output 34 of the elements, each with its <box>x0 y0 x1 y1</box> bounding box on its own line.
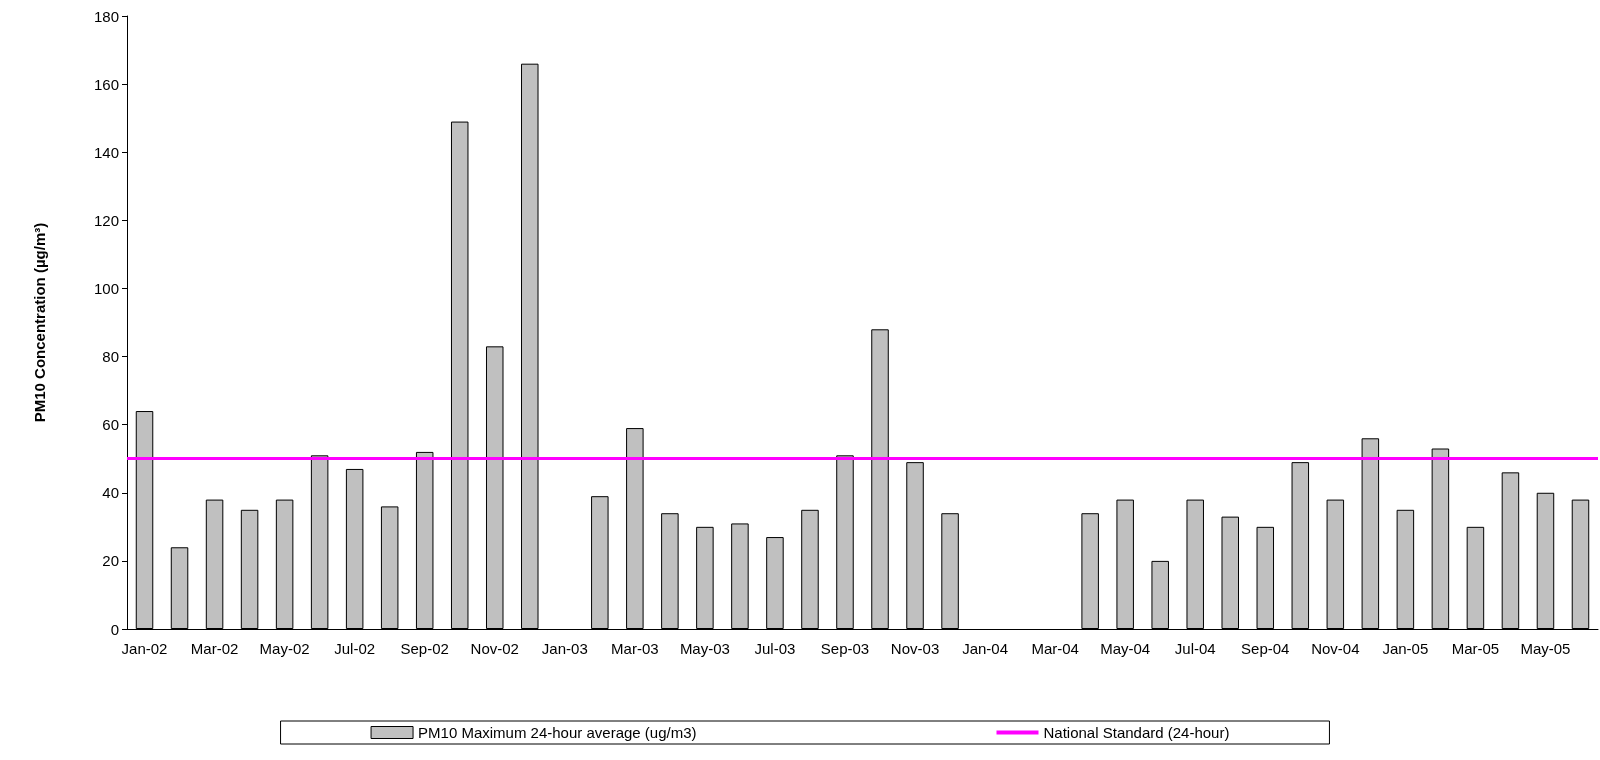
y-tick-label: 100 <box>93 279 119 297</box>
x-tick-label: May-02 <box>259 640 310 657</box>
x-tick-label: Jul-03 <box>754 640 796 657</box>
x-tick-label: Jan-02 <box>121 640 168 657</box>
x-tick-label: Sep-03 <box>820 640 870 657</box>
x-tick-label: Sep-04 <box>1241 640 1290 657</box>
y-tick-label: 0 <box>110 620 119 638</box>
x-tick-label: Jan-04 <box>962 640 1009 657</box>
x-tick-label: Mar-02 <box>190 640 239 657</box>
x-tick-label: Nov-04 <box>1311 640 1360 657</box>
x-tick-label: Jan-05 <box>1382 640 1429 657</box>
x-tick-label: Mar-03 <box>611 640 659 657</box>
y-tick-label: 60 <box>102 416 119 434</box>
x-tick-label: Sep-02 <box>400 640 449 657</box>
legend-label: PM10 Maximum 24-hour average (ug/m3) <box>418 724 697 741</box>
y-tick-label: 120 <box>93 211 119 229</box>
x-tick-label: Jul-02 <box>334 640 376 657</box>
y-tick-label: 20 <box>102 552 119 570</box>
x-tick-label: Nov-02 <box>470 640 519 657</box>
x-tick-label: Jul-04 <box>1174 640 1216 657</box>
x-tick-label: Nov-03 <box>890 640 940 657</box>
y-tick-label: 140 <box>93 143 119 161</box>
x-tick-label: Mar-05 <box>1451 640 1500 657</box>
legend-label: National Standard (24-hour) <box>1043 724 1230 741</box>
x-tick-label: Jan-03 <box>541 640 588 657</box>
y-tick-label: 160 <box>93 75 119 93</box>
x-tick-label: Mar-04 <box>1031 640 1079 657</box>
x-tick-label: May-03 <box>679 640 730 657</box>
x-tick-label: May-05 <box>1520 640 1571 657</box>
y-tick-label: 40 <box>102 484 119 502</box>
y-tick-label: 180 <box>93 7 119 25</box>
y-tick-label: 80 <box>102 348 119 366</box>
x-tick-label: May-04 <box>1100 640 1151 657</box>
y-axis-title: PM10 Concentration (µg/m³) <box>31 222 48 423</box>
